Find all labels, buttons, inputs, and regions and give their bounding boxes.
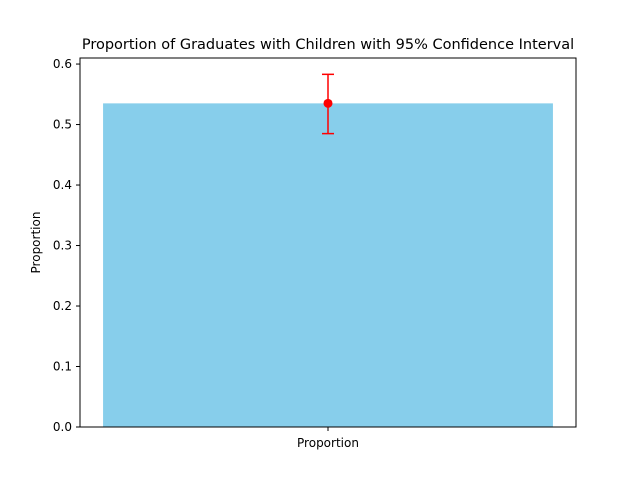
- y-tick-label: 0.0: [53, 420, 72, 434]
- x-tick-label: Proportion: [297, 436, 359, 450]
- y-tick-label: 0.3: [53, 239, 72, 253]
- chart-title: Proportion of Graduates with Children wi…: [82, 37, 574, 53]
- y-axis-label: Proportion: [29, 212, 43, 274]
- x-axis: Proportion: [297, 427, 359, 450]
- y-tick-label: 0.4: [53, 178, 72, 192]
- y-tick-label: 0.6: [53, 57, 72, 71]
- plot-area: [103, 73, 553, 428]
- y-tick-label: 0.5: [53, 118, 72, 132]
- point-estimate-marker: [323, 98, 333, 108]
- error-bar: [322, 73, 334, 135]
- y-tick-label: 0.2: [53, 299, 72, 313]
- bar: [103, 103, 553, 428]
- y-tick-label: 0.1: [53, 360, 72, 374]
- y-axis: 0.0 0.1 0.2 0.3 0.4 0.5 0.6: [53, 57, 80, 434]
